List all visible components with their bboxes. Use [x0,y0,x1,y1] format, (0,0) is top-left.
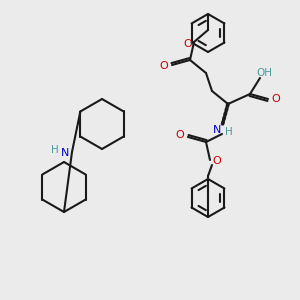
Text: N: N [61,148,69,158]
Text: O: O [176,130,184,140]
Text: N: N [213,125,221,135]
Text: H: H [51,145,59,155]
Text: OH: OH [256,68,272,78]
Text: O: O [213,156,221,166]
Text: H: H [225,127,233,137]
Text: O: O [184,39,192,49]
Text: O: O [272,94,280,104]
Text: O: O [160,61,168,71]
